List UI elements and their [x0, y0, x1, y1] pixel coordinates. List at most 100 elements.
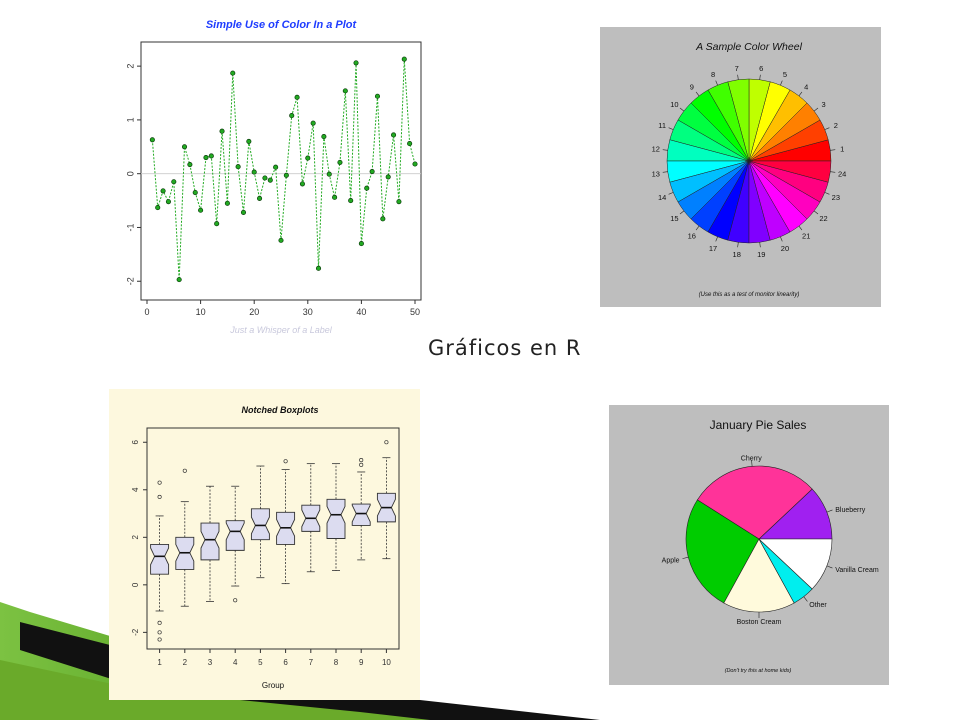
- x-tick-label: 20: [249, 307, 259, 317]
- slice-label: Blueberry: [835, 507, 865, 514]
- outlier-point: [359, 462, 364, 467]
- outlier-point: [157, 480, 162, 485]
- data-point: [257, 195, 263, 201]
- notched-box: [150, 543, 170, 575]
- y-tick-label: 4: [131, 487, 140, 492]
- slice-label: 16: [688, 232, 696, 241]
- slice-label: 7: [735, 64, 739, 73]
- boxplot-panel: Notched Boxplots Group -2 0 2 4 6 1 2 3 4 5 6 7 8 9 10: [109, 389, 420, 700]
- data-point: [391, 132, 397, 138]
- slice-label-tick: [813, 107, 819, 112]
- pie-slice: [723, 538, 795, 613]
- y-tick-label: -2: [131, 628, 140, 636]
- slice-label: 6: [759, 64, 763, 73]
- slice-label: 3: [821, 100, 825, 109]
- data-point: [294, 94, 300, 100]
- slice-label-tick: [679, 210, 685, 215]
- data-point: [219, 128, 225, 134]
- data-point: [353, 60, 359, 66]
- slice-label-tick: [715, 236, 718, 242]
- data-point: [203, 155, 209, 161]
- slice-label-tick: [798, 225, 803, 231]
- slice-label: 11: [658, 121, 666, 130]
- data-point: [396, 199, 402, 205]
- pie-slice: [696, 465, 813, 540]
- y-tick-label: 2: [131, 535, 140, 540]
- slice-label: 17: [709, 244, 717, 253]
- data-point: [358, 241, 364, 247]
- y-tick-label: 6: [131, 439, 140, 444]
- x-tick-label: 10: [382, 658, 391, 667]
- x-tick-label: 7: [309, 658, 314, 667]
- y-tick-label: 1: [125, 117, 135, 122]
- slice-label-tick: [662, 149, 668, 151]
- outlier-point: [384, 440, 389, 445]
- outlier-point: [182, 468, 187, 473]
- color-wheel: A Sample Color Wheel (Use this as a test…: [600, 27, 881, 307]
- pie-sales-panel: January Pie Sales (Don't try this at hom…: [609, 405, 889, 685]
- notched-box: [351, 503, 371, 526]
- slice-label: 14: [658, 193, 666, 202]
- data-point: [278, 237, 284, 243]
- pie-slice: [685, 499, 760, 604]
- notched-box: [200, 522, 220, 561]
- slice-label-tick: [695, 225, 700, 231]
- x-tick-label: 30: [303, 307, 313, 317]
- line-plot: Simple Use of Color In a Plot Just a Whi…: [125, 19, 422, 335]
- slice-label: 2: [834, 121, 838, 130]
- slice-label-tick: [824, 127, 830, 130]
- data-point: [412, 161, 418, 167]
- data-point: [407, 141, 413, 147]
- slice-label: 19: [757, 250, 765, 259]
- pie-sales-note: (Don't try this at home kids): [725, 668, 792, 674]
- data-point: [289, 113, 295, 119]
- data-point: [192, 189, 198, 196]
- color-wheel-note: (Use this as a test of monitor linearity…: [699, 292, 800, 298]
- notched-box: [250, 508, 270, 541]
- slice-label: Apple: [662, 557, 680, 564]
- data-point: [342, 88, 348, 94]
- data-point: [165, 199, 171, 205]
- y-tick-label: 0: [131, 582, 140, 587]
- data-point: [283, 172, 289, 178]
- outlier-point: [359, 458, 364, 463]
- slice-label-tick: [830, 171, 836, 173]
- x-tick-label: 1: [157, 658, 162, 667]
- pie-sales: January Pie Sales (Don't try this at hom…: [609, 405, 889, 685]
- slice-label-tick: [798, 91, 803, 97]
- line-plot-xlabel: Just a Whisper of a Label: [229, 325, 333, 335]
- boxplot: Notched Boxplots Group -2 0 2 4 6 1 2 3 4 5 6 7 8 9 10: [109, 389, 420, 700]
- slice-label: 20: [781, 244, 789, 253]
- slice-label-tick: [668, 192, 674, 195]
- x-tick-label: 3: [208, 658, 213, 667]
- slice-label-tick: [759, 74, 761, 80]
- x-tick-label: 2: [183, 658, 188, 667]
- outlier-point: [157, 630, 162, 635]
- data-point: [267, 177, 273, 183]
- data-point: [374, 93, 381, 99]
- notched-box: [225, 520, 245, 551]
- slice-label-tick: [668, 127, 674, 130]
- slice-label: 23: [832, 193, 840, 202]
- data-point: [385, 174, 391, 180]
- boxplot-title: Notched Boxplots: [241, 405, 318, 415]
- data-point: [235, 164, 241, 170]
- pie-sales-title: January Pie Sales: [710, 418, 807, 432]
- slice-label-tick: [780, 80, 783, 86]
- plot-frame: [146, 427, 400, 650]
- slice-label: 24: [838, 169, 846, 178]
- plot-frame: [140, 41, 422, 301]
- data-point: [321, 134, 327, 140]
- slice-label-tick: [780, 236, 783, 242]
- notched-box: [326, 498, 346, 539]
- slice-label: 1: [840, 145, 844, 154]
- data-point: [155, 205, 161, 211]
- slice-label: Other: [809, 602, 827, 609]
- data-point: [149, 137, 155, 143]
- slice-label-tick: [759, 242, 761, 248]
- slice-label-tick: [737, 242, 739, 248]
- x-tick-label: 5: [258, 658, 263, 667]
- y-tick-label: -1: [125, 223, 135, 231]
- data-point: [262, 175, 268, 181]
- data-point: [251, 169, 257, 175]
